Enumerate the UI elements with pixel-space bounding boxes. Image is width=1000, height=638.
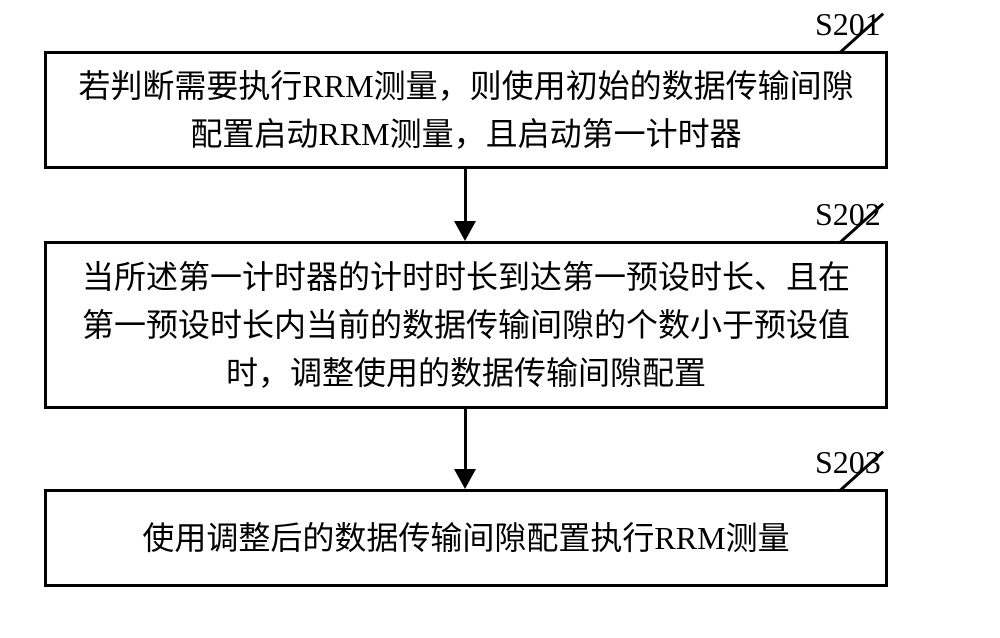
step-text: 若判断需要执行RRM测量，则使用初始的数据传输间隙配置启动RRM测量，且启动第一… (67, 62, 865, 158)
flowchart-canvas: 若判断需要执行RRM测量，则使用初始的数据传输间隙配置启动RRM测量，且启动第一… (0, 0, 1000, 638)
connector-1-2 (464, 169, 467, 223)
step-text: 使用调整后的数据传输间隙配置执行RRM测量 (142, 514, 789, 562)
step-label-s203: S203 (815, 444, 881, 481)
step-box-s202: 当所述第一计时器的计时时长到达第一预设时长、且在第一预设时长内当前的数据传输间隙… (44, 241, 888, 409)
step-label-s202: S202 (815, 196, 881, 233)
arrow-head-1-2 (454, 221, 476, 241)
connector-2-3 (464, 409, 467, 471)
step-text: 当所述第一计时器的计时时长到达第一预设时长、且在第一预设时长内当前的数据传输间隙… (67, 253, 865, 397)
step-box-s203: 使用调整后的数据传输间隙配置执行RRM测量 (44, 489, 888, 587)
step-label-s201: S201 (815, 6, 881, 43)
arrow-head-2-3 (454, 469, 476, 489)
step-box-s201: 若判断需要执行RRM测量，则使用初始的数据传输间隙配置启动RRM测量，且启动第一… (44, 51, 888, 169)
